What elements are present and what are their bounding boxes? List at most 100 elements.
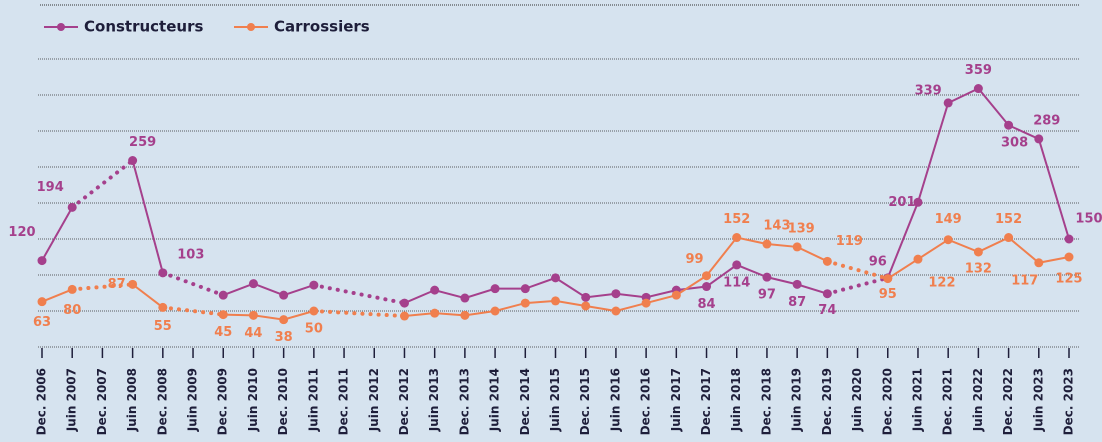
data-label: 103: [177, 247, 204, 262]
x-tick-label: Juin 2023: [1031, 368, 1045, 432]
data-label: 95: [879, 287, 897, 302]
data-label: 308: [1001, 136, 1028, 151]
point: [218, 310, 228, 320]
legend-label: Carrossiers: [274, 18, 370, 36]
series-line: [41, 288, 73, 303]
x-tick-label: Juin 2018: [729, 368, 743, 432]
x-tick-label: Juin 2012: [367, 368, 381, 432]
x-tick-label: Dec. 2021: [941, 368, 955, 435]
x-tick-label: Dec. 2010: [276, 368, 290, 435]
data-label: 114: [723, 275, 750, 290]
point: [1034, 258, 1044, 268]
point: [883, 274, 893, 284]
legend-marker: [57, 23, 65, 31]
gap-connector: [825, 259, 890, 281]
point: [1034, 134, 1044, 144]
data-label: 38: [275, 330, 293, 345]
point: [490, 284, 500, 294]
point: [67, 284, 77, 294]
x-tick-label: Dec. 2011: [337, 368, 351, 435]
data-label: 152: [995, 212, 1022, 227]
data-label: 149: [935, 212, 962, 227]
x-tick-label: Dec. 2023: [1062, 368, 1076, 435]
x-tick-label: Juin 2013: [427, 368, 441, 432]
data-label: 125: [1055, 272, 1082, 287]
data-label: 44: [244, 326, 262, 341]
point: [822, 289, 832, 299]
x-tick-label: Juin 2020: [850, 368, 864, 432]
point: [551, 296, 560, 306]
data-label: 84: [697, 297, 715, 312]
data-label: 45: [214, 325, 232, 340]
point: [37, 297, 47, 307]
series-line: [222, 282, 315, 297]
data-label: 139: [788, 221, 815, 236]
data-label: 119: [836, 234, 863, 249]
point: [611, 306, 621, 316]
data-label: 96: [869, 254, 887, 269]
gap-connector: [160, 305, 226, 317]
point: [973, 247, 983, 257]
point: [430, 285, 440, 295]
x-tick-label: Juin 2008: [125, 368, 139, 432]
data-label: 194: [37, 180, 64, 195]
point: [973, 84, 983, 94]
point: [702, 271, 712, 281]
point: [671, 290, 681, 300]
data-label: 55: [154, 319, 172, 334]
x-tick-label: Dec. 2013: [457, 368, 471, 435]
x-tick-label: Juin 2017: [669, 368, 683, 432]
x-tick-label: Dec. 2022: [1001, 368, 1015, 435]
x-tick-label: Dec. 2008: [155, 368, 169, 435]
x-tick-label: Dec. 2016: [639, 368, 653, 435]
point: [520, 284, 530, 294]
series-line: [132, 283, 164, 309]
data-label: 339: [915, 83, 942, 98]
point: [399, 298, 409, 308]
series-line: [41, 206, 74, 262]
point: [520, 298, 530, 308]
data-label: 120: [8, 225, 35, 240]
point: [279, 290, 289, 300]
x-tick-label: Juin 2010: [246, 368, 260, 432]
point: [279, 315, 289, 325]
point: [732, 260, 742, 270]
point: [913, 254, 923, 264]
point: [158, 268, 168, 278]
point: [913, 197, 923, 207]
point: [732, 233, 742, 243]
point: [218, 290, 228, 300]
data-label: 87: [788, 295, 806, 310]
data-label: 63: [33, 315, 51, 330]
x-tick-label: Dec. 2018: [759, 368, 773, 435]
data-label: 143: [763, 219, 790, 234]
data-label: 74: [818, 303, 836, 318]
point: [551, 273, 560, 283]
data-label: 50: [305, 322, 323, 337]
point: [158, 302, 168, 312]
data-label: 359: [965, 63, 992, 78]
x-tick-label: Dec. 2006: [35, 368, 49, 435]
point: [309, 280, 319, 290]
point: [309, 306, 319, 316]
x-tick-label: Juin 2015: [548, 368, 562, 432]
series-line: [223, 310, 315, 321]
point: [822, 256, 832, 266]
point: [641, 298, 651, 308]
data-label: 117: [1011, 273, 1038, 288]
x-tick-label: Dec. 2009: [216, 368, 230, 435]
point: [1004, 233, 1014, 243]
point: [128, 279, 138, 289]
data-label: 132: [965, 261, 992, 276]
data-label: 289: [1033, 113, 1060, 128]
x-tick-label: Dec. 2019: [820, 368, 834, 435]
data-label: 87: [108, 277, 126, 292]
point: [128, 156, 138, 166]
data-label: 201: [888, 195, 915, 210]
point: [248, 279, 258, 289]
x-tick-label: Juin 2021: [910, 368, 924, 432]
legend-marker: [247, 23, 255, 31]
x-tick-label: Juin 2007: [65, 368, 79, 432]
gap-connector: [825, 275, 890, 296]
